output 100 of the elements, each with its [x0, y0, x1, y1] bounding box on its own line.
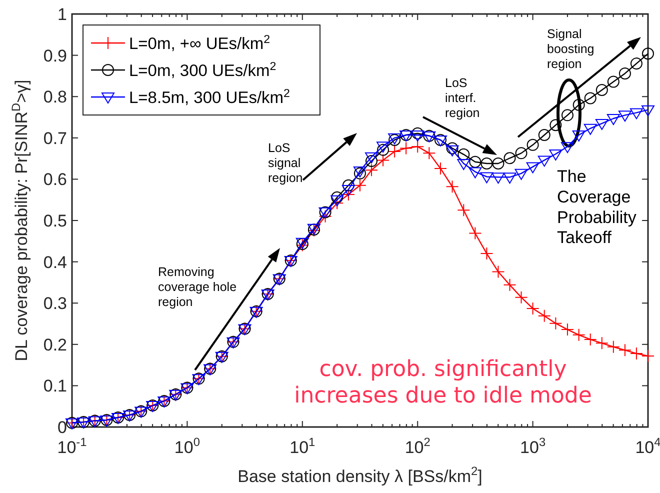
point	[422, 146, 436, 160]
y-tick-label: 0.7	[43, 128, 67, 148]
point	[642, 349, 654, 362]
y-tick-label: 0.3	[43, 294, 67, 314]
point	[411, 130, 424, 142]
point	[572, 130, 586, 142]
point	[468, 167, 482, 178]
y-tick-label: 0.8	[43, 88, 67, 107]
point	[595, 336, 608, 350]
point	[561, 109, 574, 122]
y-tick-label: 0	[58, 418, 67, 437]
point	[365, 152, 378, 164]
point	[630, 108, 643, 120]
point	[526, 162, 540, 174]
point	[538, 309, 551, 322]
annotation: LoS signal region	[268, 141, 303, 185]
point	[342, 188, 355, 201]
point	[504, 152, 516, 164]
y-tick-label: 0.4	[43, 252, 67, 272]
point	[606, 340, 620, 354]
point	[469, 156, 482, 168]
annotation: The Coverage Probability Takeoff	[557, 167, 637, 248]
point	[584, 92, 596, 104]
point	[560, 323, 574, 336]
y-tick-label: 0.6	[43, 170, 67, 190]
x-tick-label: 10$^{1}$	[290, 435, 316, 457]
x-tick-label: 10$^{3}$	[520, 435, 546, 457]
point	[365, 164, 378, 177]
x-tick-label: 10$^{2}$	[404, 435, 431, 457]
y-tick-label: 1	[58, 5, 67, 24]
point	[549, 150, 562, 161]
point	[618, 67, 631, 80]
point	[318, 210, 332, 223]
point	[538, 156, 551, 167]
point	[618, 110, 632, 122]
point	[330, 195, 344, 206]
annotation: Removing coverage hole region	[158, 265, 237, 309]
point	[376, 142, 390, 153]
point	[376, 154, 390, 167]
point	[457, 204, 470, 217]
point	[480, 158, 493, 170]
point	[492, 265, 505, 278]
point	[492, 172, 505, 184]
point	[538, 129, 550, 142]
point	[458, 148, 470, 160]
point	[642, 105, 654, 116]
point	[606, 114, 620, 125]
point	[560, 142, 574, 154]
legend-label: L=0m, +∞ UEs/km$^{2}$	[129, 34, 270, 53]
x-axis-title: Base station density λ [BSs/km$^{2}$]	[238, 464, 482, 486]
annotation: cov. prob. significantly increases due to idle mode	[294, 357, 592, 408]
x-tick-label: 10$^{-1}$	[57, 435, 88, 457]
y-tick-label: 0.1	[43, 376, 67, 396]
point	[584, 124, 597, 135]
legend-label: L=8.5m, 300 UEs/km$^{2}$	[129, 88, 290, 107]
point	[342, 185, 355, 196]
point	[446, 180, 459, 194]
point	[411, 140, 424, 154]
point	[353, 178, 366, 192]
x-tick-label: 10$^{0}$	[174, 435, 200, 457]
legend-label: L=0m, 300 UEs/km$^{2}$	[129, 61, 276, 80]
y-tick-label: 0.5	[43, 212, 67, 230]
point	[630, 58, 642, 70]
point	[595, 118, 608, 130]
point	[584, 332, 597, 346]
y-tick-label: 0.9	[43, 46, 67, 66]
point	[366, 155, 378, 168]
point	[503, 172, 516, 184]
point	[550, 119, 562, 132]
point	[514, 168, 528, 180]
point	[642, 48, 654, 60]
point	[607, 76, 620, 88]
point	[377, 144, 390, 156]
point	[457, 159, 470, 170]
point	[515, 147, 528, 160]
point	[446, 142, 458, 154]
point	[526, 138, 539, 151]
point	[514, 290, 528, 304]
y-tick-label: 0.2	[43, 335, 67, 354]
point	[331, 191, 344, 204]
point	[526, 302, 540, 315]
point	[342, 179, 354, 192]
point	[434, 162, 447, 175]
point	[503, 278, 516, 292]
point	[618, 344, 632, 357]
point	[400, 142, 413, 155]
annotation: Signal boosting region	[547, 27, 594, 71]
point	[388, 145, 402, 158]
point	[549, 316, 562, 330]
point	[330, 196, 344, 210]
point	[492, 158, 504, 170]
point	[480, 247, 494, 260]
point	[596, 84, 608, 96]
point	[446, 145, 459, 156]
point	[572, 328, 586, 342]
point	[572, 98, 585, 111]
point	[630, 346, 643, 360]
point	[468, 226, 482, 240]
annotation: LoS interf. region	[445, 76, 480, 120]
point	[480, 172, 494, 184]
